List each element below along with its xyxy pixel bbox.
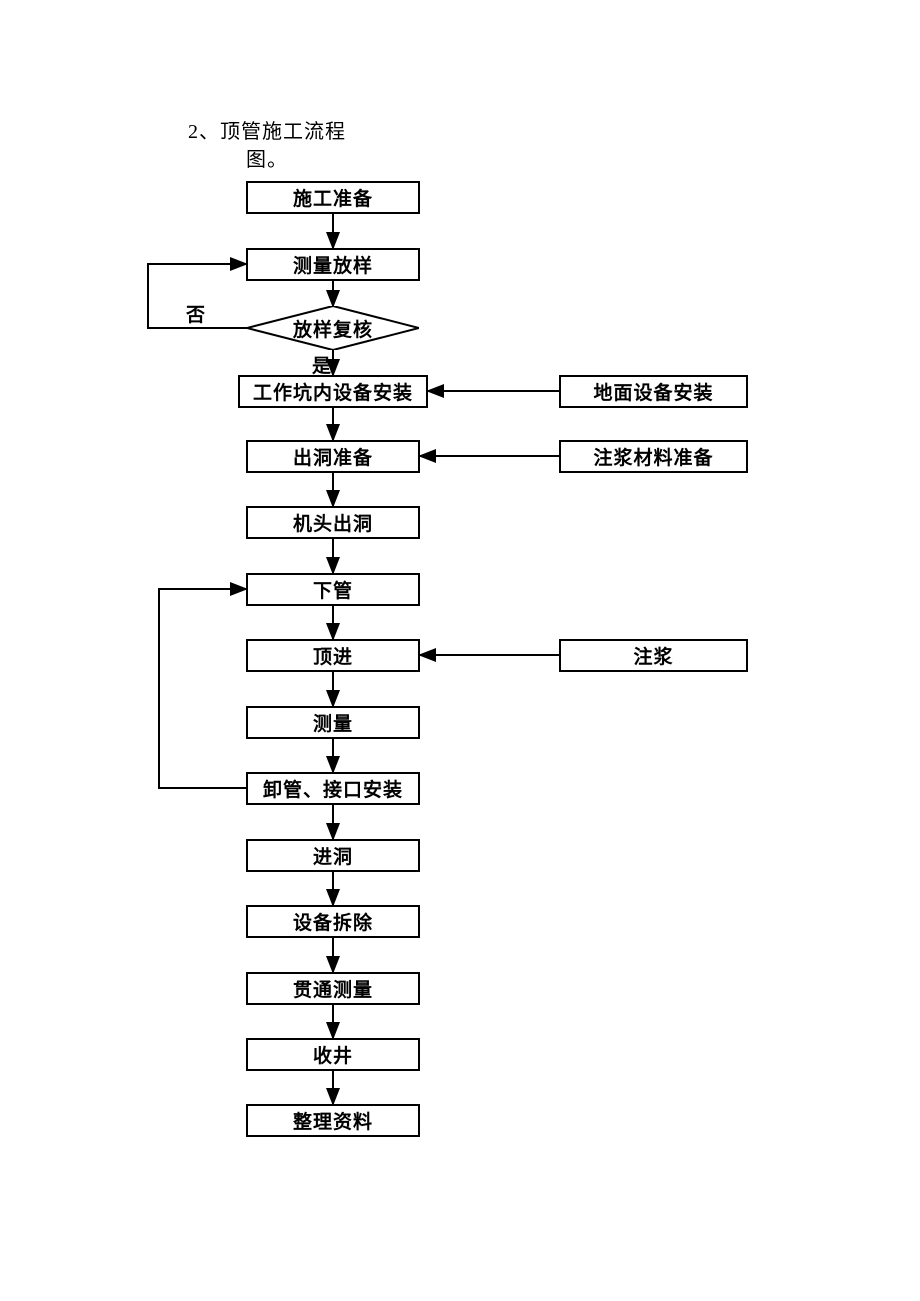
flow-node-n8: 顶进 bbox=[246, 639, 420, 672]
flow-node-n4r: 地面设备安装 bbox=[559, 375, 748, 408]
flow-node-n5r: 注浆材料准备 bbox=[559, 440, 748, 473]
flow-node-n9: 测量 bbox=[246, 706, 420, 739]
flow-node-n6: 机头出洞 bbox=[246, 506, 420, 539]
flow-label: 是 bbox=[312, 351, 331, 378]
flow-node-n7: 下管 bbox=[246, 573, 420, 606]
flow-node-n10: 卸管、接口安装 bbox=[246, 772, 420, 805]
flow-node-n13: 贯通测量 bbox=[246, 972, 420, 1005]
flow-node-n15: 整理资料 bbox=[246, 1104, 420, 1137]
flow-node-n2: 测量放样 bbox=[246, 248, 420, 281]
flow-node-n1: 施工准备 bbox=[246, 181, 420, 214]
flow-decision-n3: 放样复核 bbox=[247, 306, 419, 350]
flow-node-n14: 收井 bbox=[246, 1038, 420, 1071]
flowchart-edges bbox=[0, 0, 920, 1301]
flow-node-n8r: 注浆 bbox=[559, 639, 748, 672]
flow-node-n5: 出洞准备 bbox=[246, 440, 420, 473]
flow-node-n4: 工作坑内设备安装 bbox=[238, 375, 428, 408]
flow-label: 否 bbox=[186, 300, 205, 327]
flow-node-n12: 设备拆除 bbox=[246, 905, 420, 938]
flow-node-n11: 进洞 bbox=[246, 839, 420, 872]
